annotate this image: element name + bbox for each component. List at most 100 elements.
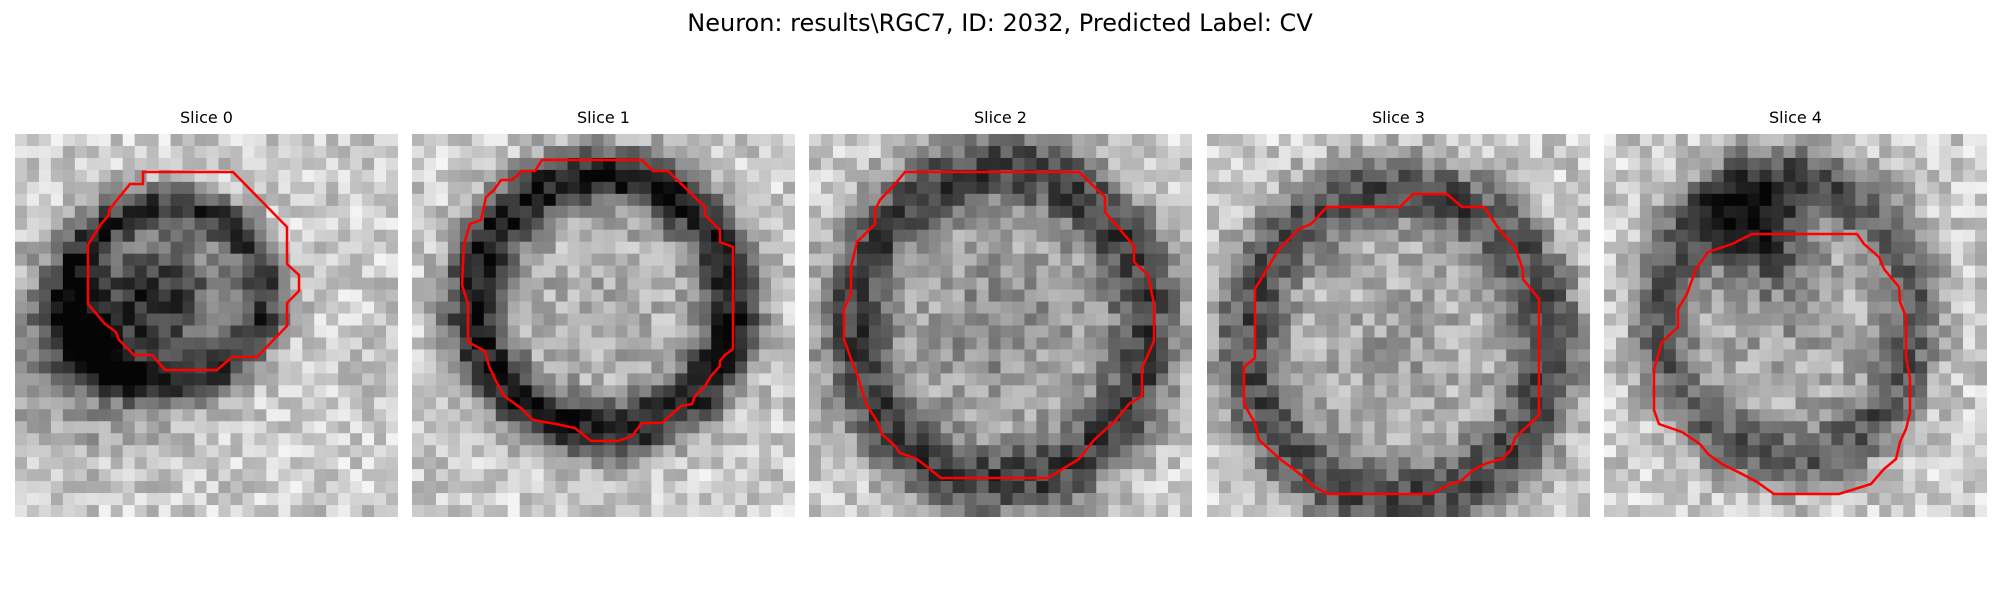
pixel [747, 289, 760, 303]
pixel [62, 325, 76, 339]
pixel [471, 217, 485, 231]
pixel [1000, 265, 1014, 279]
pixel [302, 277, 315, 291]
pixel [362, 145, 375, 159]
pixel [1084, 457, 1097, 470]
pixel [1314, 253, 1328, 267]
pixel [326, 193, 339, 207]
pixel [459, 433, 473, 446]
pixel [615, 421, 629, 434]
pixel [158, 325, 172, 339]
pixel [928, 241, 942, 255]
pixel [447, 169, 461, 183]
pixel [206, 505, 220, 517]
pixel [1855, 265, 1868, 279]
pixel [412, 337, 425, 351]
pixel [567, 325, 581, 339]
pixel [1446, 397, 1459, 410]
pixel [519, 241, 533, 255]
pixel [423, 409, 437, 422]
pixel [1578, 469, 1590, 482]
pixel [326, 469, 339, 482]
pixel [615, 217, 629, 231]
pixel [783, 325, 795, 339]
pixel [928, 493, 942, 506]
pixel [783, 445, 795, 458]
pixel [675, 373, 688, 386]
pixel [699, 457, 712, 470]
pixel [1060, 277, 1073, 291]
pixel [783, 397, 795, 410]
pixel [362, 157, 375, 171]
pixel [579, 145, 593, 159]
pixel [1566, 493, 1579, 506]
pixel [1024, 313, 1038, 327]
pixel [412, 193, 425, 207]
pixel [1518, 193, 1531, 207]
pixel [1855, 361, 1868, 374]
pixel [218, 337, 232, 351]
pixel [820, 349, 834, 363]
pixel [1350, 493, 1364, 506]
pixel [314, 361, 327, 374]
pixel [1434, 181, 1447, 195]
pixel [1434, 421, 1447, 434]
pixel [459, 505, 473, 517]
pixel [1843, 229, 1856, 243]
pixel [1855, 397, 1868, 410]
pixel [412, 433, 425, 446]
pixel [1482, 181, 1495, 195]
pixel [1735, 145, 1749, 159]
pixel [675, 169, 688, 183]
pixel [507, 193, 521, 207]
pixel [1530, 241, 1543, 255]
pixel [386, 313, 398, 327]
pixel [1604, 445, 1617, 458]
pixel [278, 313, 291, 327]
pixel [759, 337, 772, 351]
pixel [110, 134, 124, 147]
pixel [1494, 145, 1507, 159]
pixel [495, 457, 509, 470]
pixel [1207, 265, 1220, 279]
pixel [122, 145, 136, 159]
pixel [1254, 325, 1268, 339]
pixel [1843, 325, 1856, 339]
pixel [1723, 301, 1737, 315]
pixel [278, 241, 291, 255]
pixel [1242, 265, 1256, 279]
pixel [783, 253, 795, 267]
pixel [1819, 373, 1833, 386]
pixel [1807, 289, 1821, 303]
pixel [1891, 349, 1904, 363]
pixel [1290, 253, 1304, 267]
pixel [206, 325, 220, 339]
pixel [1675, 385, 1689, 398]
pixel [663, 385, 676, 398]
pixel [1903, 301, 1916, 315]
pixel [1951, 433, 1964, 446]
pixel [1604, 217, 1617, 231]
pixel [627, 457, 641, 470]
pixel [218, 349, 232, 363]
pixel [266, 373, 279, 386]
pixel [471, 421, 485, 434]
pixel [1362, 349, 1376, 363]
pixel [1144, 505, 1157, 517]
pixel [206, 193, 220, 207]
pixel [820, 409, 834, 422]
pixel [1879, 301, 1892, 315]
pixel [747, 313, 760, 327]
pixel [591, 277, 605, 291]
pixel [206, 253, 220, 267]
pixel [723, 445, 736, 458]
pixel [1783, 145, 1797, 159]
pixel [483, 445, 497, 458]
pixel [1759, 433, 1773, 446]
pixel [1699, 325, 1713, 339]
pixel [856, 493, 870, 506]
pixel [194, 469, 208, 482]
pixel [374, 217, 387, 231]
pixel [1036, 433, 1049, 446]
pixel [771, 217, 784, 231]
